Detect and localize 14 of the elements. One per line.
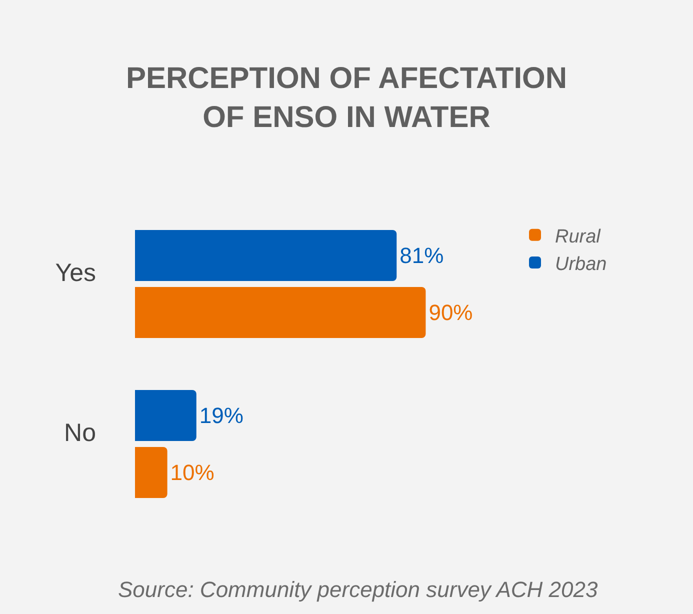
data-label: 81%	[400, 243, 444, 268]
bar	[135, 230, 397, 282]
bar	[135, 286, 426, 338]
legend-label: Rural	[555, 226, 602, 248]
bar	[135, 446, 168, 498]
source-note: Source: Community perception survey ACH 2023	[118, 577, 598, 602]
legend-label: Urban	[555, 254, 607, 275]
data-label: 90%	[428, 300, 473, 325]
data-label: 19%	[199, 403, 244, 428]
data-label: 10%	[170, 460, 214, 485]
y-tick-label: Yes	[55, 258, 96, 287]
chart-title: PERCEPTION OF AFECTATION OF ENSO IN WATER	[126, 62, 568, 134]
y-tick-label: No	[64, 418, 96, 447]
bar	[135, 390, 196, 442]
